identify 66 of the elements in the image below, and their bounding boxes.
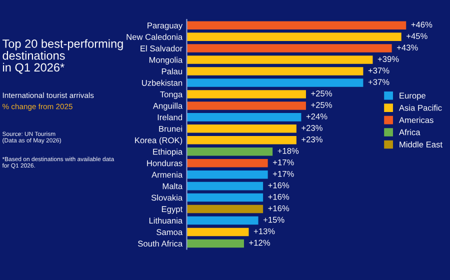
bar: [186, 56, 373, 64]
data-label: +23%: [302, 136, 322, 142]
y-tick-label: Anguilla: [152, 102, 183, 110]
data-label: +24%: [306, 114, 328, 120]
bar: [186, 113, 302, 122]
y-tick-label: Armenia: [152, 172, 183, 178]
data-label: +23%: [302, 124, 322, 131]
data-label: +13%: [254, 228, 275, 234]
data-label: +37%: [368, 79, 390, 85]
data-label: +18%: [278, 148, 299, 154]
bar: [186, 193, 264, 202]
bar: [186, 228, 249, 236]
data-label: +46%: [411, 22, 432, 28]
y-tick-label: Lithuania: [149, 217, 183, 224]
y-tick-label: Brunei: [159, 126, 182, 132]
bar: [186, 44, 392, 52]
bar: [186, 158, 268, 168]
y-tick-label: Ireland: [158, 114, 182, 120]
data-label: +37%: [368, 68, 390, 74]
bar: [186, 216, 258, 225]
data-label: +17%: [273, 170, 294, 177]
y-tick-label: New Caledonia: [126, 34, 183, 40]
bar: [186, 67, 364, 76]
bar: [186, 136, 296, 144]
bar: [186, 124, 296, 133]
data-label: +25%: [311, 90, 332, 96]
bar: [186, 90, 306, 98]
y-tick-label: Honduras: [147, 160, 182, 166]
bar: [186, 239, 244, 248]
data-label: +17%: [273, 159, 294, 166]
bar: [186, 147, 273, 156]
legend-label: Americas: [398, 116, 434, 124]
legend-label: Asia Pacific: [398, 104, 442, 111]
y-tick-label: Uzbekistan: [142, 80, 182, 86]
data-label: +15%: [263, 216, 284, 223]
bar: [186, 21, 406, 30]
y-tick-label: Korea (ROK): [135, 137, 182, 145]
y-tick-label: Tonga: [160, 92, 183, 99]
bar: [186, 170, 268, 179]
bar: [186, 204, 264, 214]
y-tick-label: Samoa: [156, 229, 183, 236]
bar: [186, 102, 306, 110]
y-tick-label: Mongolia: [149, 56, 183, 65]
y-tick-label: Slovakia: [151, 194, 183, 201]
y-tick-label: Palau: [162, 68, 182, 74]
data-label: +25%: [311, 102, 332, 108]
data-label: +16%: [268, 182, 290, 188]
bar: [186, 78, 364, 87]
y-tick-label: Egypt: [162, 206, 183, 214]
data-label: +16%: [268, 194, 290, 200]
bar: [186, 32, 402, 41]
y-tick-label: El Salvador: [140, 45, 182, 52]
y-tick-label: South Africa: [138, 240, 183, 247]
y-tick-label: Malta: [162, 183, 183, 190]
y-tick-label: Paraguay: [148, 22, 183, 30]
legend-label: Europe: [400, 92, 426, 100]
data-label: +16%: [268, 205, 290, 212]
bar: [186, 182, 264, 190]
data-label: +12%: [249, 240, 270, 246]
data-label: +45%: [406, 33, 428, 40]
data-label: +39%: [378, 56, 399, 62]
legend-label: Middle East: [400, 141, 442, 148]
legend-label: Africa: [398, 129, 420, 136]
text: Top 20 best-performing destinations in Q1 2026*: [2, 39, 123, 74]
y-tick-label: Ethiopia: [153, 148, 183, 156]
data-label: +43%: [396, 44, 418, 51]
